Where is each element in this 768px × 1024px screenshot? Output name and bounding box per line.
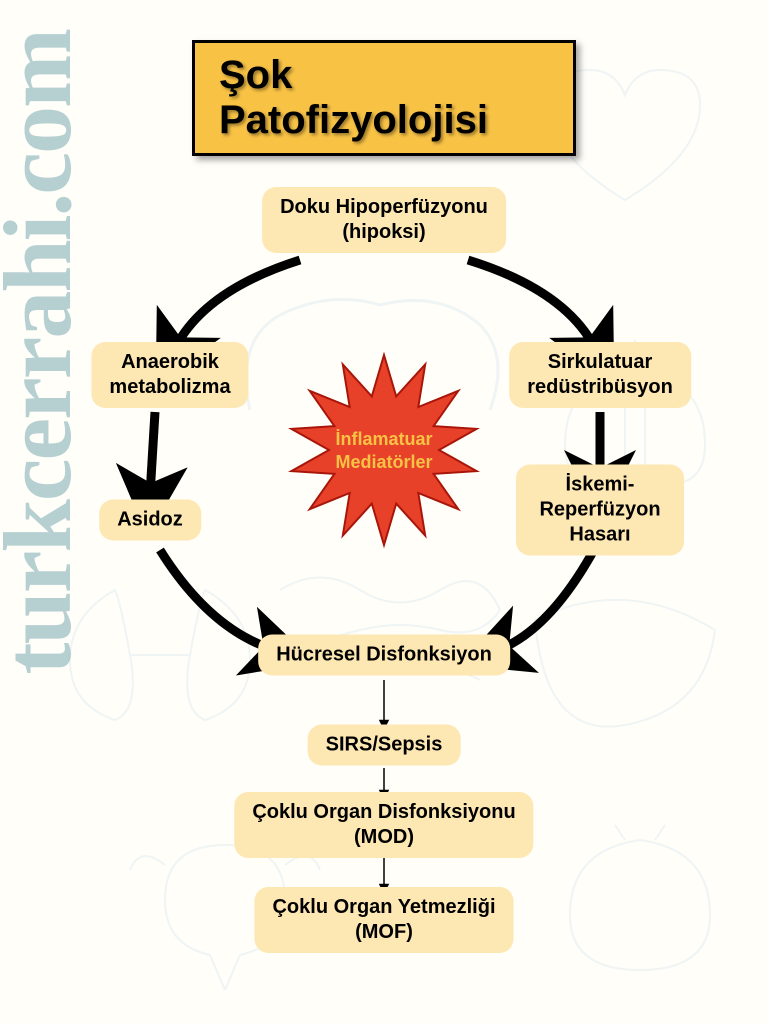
node-cellular-dysfunction: Hücresel Disfonksiyon	[258, 635, 510, 676]
starburst-label: İnflamatuar Mediatörler	[284, 428, 484, 473]
node-anaerobic-l1: Anaerobik	[121, 351, 219, 373]
node-anaerobic: Anaerobik metabolizma	[91, 342, 248, 408]
starburst-line1: İnflamatuar	[335, 429, 432, 449]
starburst-line2: Mediatörler	[335, 452, 432, 472]
node-mod-l1: Çoklu Organ Disfonksiyonu	[252, 801, 515, 823]
organ-bladder	[540, 820, 740, 990]
node-circulatory: Sirkulatuar redüstribüsyon	[509, 342, 691, 408]
node-anaerobic-l2: metabolizma	[109, 376, 230, 398]
node-mod-l2: (MOD)	[354, 826, 414, 848]
node-top-l1: Doku Hipoperfüzyonu	[280, 196, 488, 218]
arrow-left1-to-left2	[150, 412, 155, 495]
node-circulatory-l2: redüstribüsyon	[527, 376, 673, 398]
title: Şok Patofizyolojisi	[192, 40, 576, 156]
watermark: turkcerrahi.com	[0, 30, 93, 674]
node-top-l2: (hipoksi)	[342, 221, 425, 243]
organ-liver	[520, 580, 730, 750]
node-mod: Çoklu Organ Disfonksiyonu (MOD)	[234, 792, 533, 858]
node-acidosis: Asidoz	[99, 500, 201, 541]
node-mof: Çoklu Organ Yetmezliği (MOF)	[254, 887, 513, 953]
node-ischemia-l1: İskemi-Reperfüzyon	[539, 474, 660, 521]
node-mof-l2: (MOF)	[355, 921, 413, 943]
node-circulatory-l1: Sirkulatuar	[548, 351, 652, 373]
node-ischemia-l2: Hasarı	[569, 524, 630, 546]
node-ischemia: İskemi-Reperfüzyon Hasarı	[516, 465, 684, 556]
node-mof-l1: Çoklu Organ Yetmezliği	[272, 896, 495, 918]
node-top: Doku Hipoperfüzyonu (hipoksi)	[262, 187, 506, 253]
starburst: İnflamatuar Mediatörler	[284, 350, 484, 550]
node-sirs: SIRS/Sepsis	[308, 725, 461, 766]
